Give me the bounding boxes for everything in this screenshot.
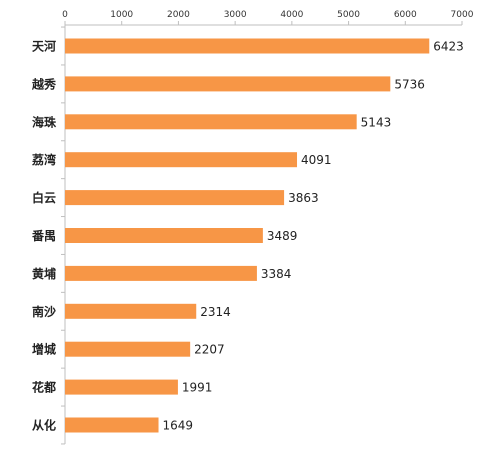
bar	[65, 265, 257, 281]
bar	[65, 190, 285, 206]
category-label: 增城	[32, 342, 56, 357]
bars-layer	[65, 38, 430, 433]
data-label: 6423	[433, 40, 464, 54]
x-tick-label: 0	[62, 10, 68, 20]
axis-layer: 0 1000 2000 3000 4000 5000 6000 7000	[61, 10, 474, 445]
labels-layer: 天河 6423 越秀 5736 海珠 5143 荔湾 4091 白云 3863 番禺 3489 黄埔 33…	[31, 39, 464, 433]
category-label: 天河	[32, 39, 56, 54]
category-label: 荔湾	[31, 152, 56, 167]
category-label: 从化	[32, 418, 56, 433]
x-tick-label: 4000	[280, 10, 303, 20]
bar	[65, 417, 159, 433]
category-label: 海珠	[32, 114, 57, 129]
category-label: 白云	[32, 190, 56, 205]
bar	[65, 379, 178, 395]
category-label: 番禺	[31, 228, 56, 243]
data-label: 3489	[267, 229, 298, 243]
data-label: 3384	[261, 267, 292, 281]
bar	[65, 303, 197, 319]
data-label: 1991	[182, 381, 213, 395]
x-tick-label: 3000	[224, 10, 247, 20]
data-label: 5736	[394, 77, 425, 91]
x-tick-label: 2000	[167, 10, 190, 20]
data-label: 3863	[288, 191, 319, 205]
x-tick-label: 6000	[394, 10, 417, 20]
data-label: 5143	[361, 115, 392, 129]
data-label: 4091	[301, 153, 332, 167]
x-tick-label: 1000	[110, 10, 133, 20]
data-label: 2207	[194, 343, 225, 357]
x-tick-label: 7000	[451, 10, 474, 20]
bar	[65, 114, 357, 130]
bar	[65, 341, 191, 357]
category-label: 黄埔	[32, 266, 56, 281]
category-label: 南沙	[32, 304, 56, 319]
bar	[65, 228, 263, 243]
category-label: 越秀	[31, 76, 57, 91]
bar	[65, 38, 430, 54]
bar	[65, 152, 298, 168]
data-label: 2314	[200, 305, 231, 319]
category-label: 花都	[32, 380, 56, 395]
data-label: 1649	[163, 419, 194, 433]
bar	[65, 76, 391, 92]
x-tick-label: 5000	[337, 10, 360, 20]
